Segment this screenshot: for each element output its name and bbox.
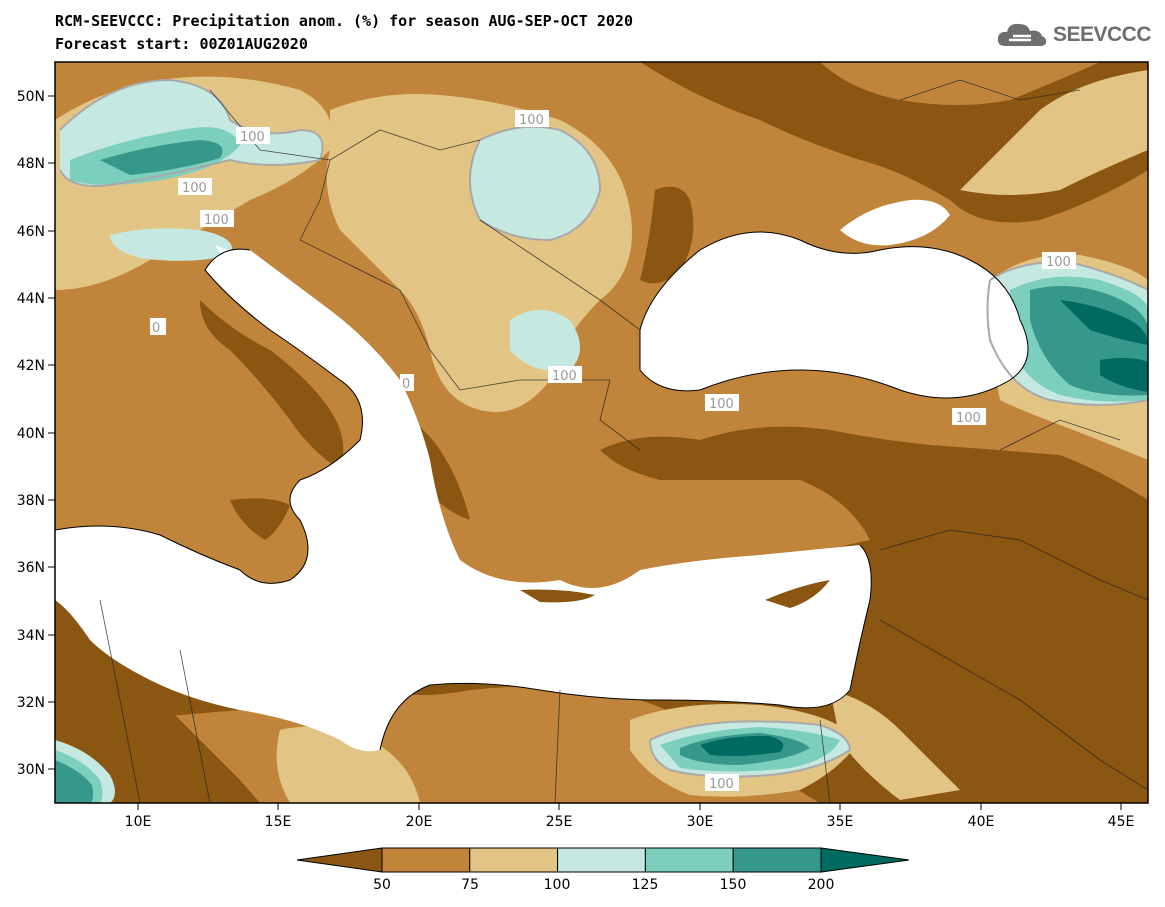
contour-label: 100 [956,411,981,426]
anomaly-100-125-bulgaria [510,310,580,371]
colorbar-label: 125 [632,877,659,893]
anomaly-150-200-alps [100,140,223,175]
colorbar-labels: 50 75 100 125 150 200 [373,877,834,893]
lon-tick-label: 10E [125,814,152,830]
colorbar-segment [557,847,646,873]
contour-label: 0 [402,377,410,392]
axis-ticks [48,95,1122,810]
lon-tick-label: 20E [406,814,433,830]
lat-tick-label: 50N [17,89,45,105]
lat-tick-label: 38N [17,493,45,509]
lat-tick-label: 34N [17,628,45,644]
contour-100-alps [59,78,324,187]
black-sea [640,232,1028,398]
forecast-start: Forecast start: 00Z01AUG2020 [55,35,308,53]
colorbar-label: 150 [720,877,747,893]
lon-axis-labels: 10E 15E 20E 25E 30E 35E 40E 45E [125,814,1135,830]
lat-tick-label: 40N [17,426,45,442]
lon-tick-label: 45E [1108,814,1135,830]
contour-label-box [236,127,270,144]
contour-label: 100 [709,777,734,792]
colorbar-segment [469,847,559,873]
colorbar-label: 50 [373,877,391,893]
anomaly-100-125-pannonia [470,126,600,240]
anomaly-75-100-libya [276,726,420,803]
lat-tick-label: 44N [17,291,45,307]
lon-tick-label: 15E [265,814,292,830]
sardinia [95,396,129,465]
contour-100-egypt [648,720,852,778]
lat-axis-labels: 50N 48N 46N 44N 42N 40N 38N 36N 34N 32N … [17,89,45,778]
coastlines [55,231,1029,751]
contour-label: 100 [204,213,229,228]
seevccc-logo: SEEVCCC [995,20,1152,50]
lat-tick-label: 36N [17,560,45,576]
sicily [230,498,290,540]
map-fill-layer [55,62,1148,803]
colorbar-segment [381,847,471,873]
logo-text: SEEVCCC [1052,23,1152,46]
lon-tick-label: 35E [827,814,854,830]
lat-tick-label: 30N [17,762,45,778]
lat-tick-label: 48N [17,156,45,172]
colorbar [296,847,910,873]
contour-labels: 100 100 100 100 100 100 100 100 100 0 0 [150,110,1076,792]
anomaly-below-50-italy [200,300,344,470]
anomaly-100-125-italy-n [110,228,232,261]
anomaly-above-200-caucasus [1060,300,1148,345]
anomaly-below-50-romania [640,186,694,284]
mediterranean-sea [55,249,872,752]
contour-label: 100 [1046,255,1071,270]
lat-tick-label: 46N [17,224,45,240]
contour-label: 0 [152,321,160,336]
country-borders [99,79,1148,803]
cloud-icon [997,23,1047,46]
lon-tick-label: 40E [968,814,995,830]
contour-label: 100 [182,181,207,196]
contour-label: 100 [240,130,265,145]
colorbar-segment [820,847,910,873]
map-title: RCM-SEEVCCC: Precipitation anom. (%) for… [55,12,633,30]
corsica [103,336,125,385]
anomaly-above-200-egypt [700,735,784,756]
anomaly-75-100-ukraine [960,70,1148,195]
lon-tick-label: 30E [687,814,714,830]
lon-tick-label: 25E [546,814,573,830]
anomaly-below-50-africa [55,650,260,803]
colorbar-label: 100 [544,877,571,893]
anomaly-150-200-libya [55,760,94,803]
cyprus [765,580,830,608]
anomaly-below-50-turkey [55,426,1148,803]
colorbar-label: 200 [808,877,835,893]
anomaly-above-200-caucasus-e [1100,357,1148,392]
lat-tick-label: 42N [17,358,45,374]
sea-of-azov [840,199,950,246]
contour-label: 100 [552,369,577,384]
lat-tick-label: 32N [17,695,45,711]
anomaly-75-100-levant [830,690,960,800]
colorbar-segment [644,847,734,873]
contour-100-pannonia [469,125,602,242]
contour-label: 100 [709,397,734,412]
contour-label: 100 [519,113,544,128]
adriatic-sea [215,245,405,396]
crete [520,589,595,603]
colorbar-segment [296,847,383,873]
colorbar-label: 75 [461,877,479,893]
colorbar-segment [732,847,822,873]
